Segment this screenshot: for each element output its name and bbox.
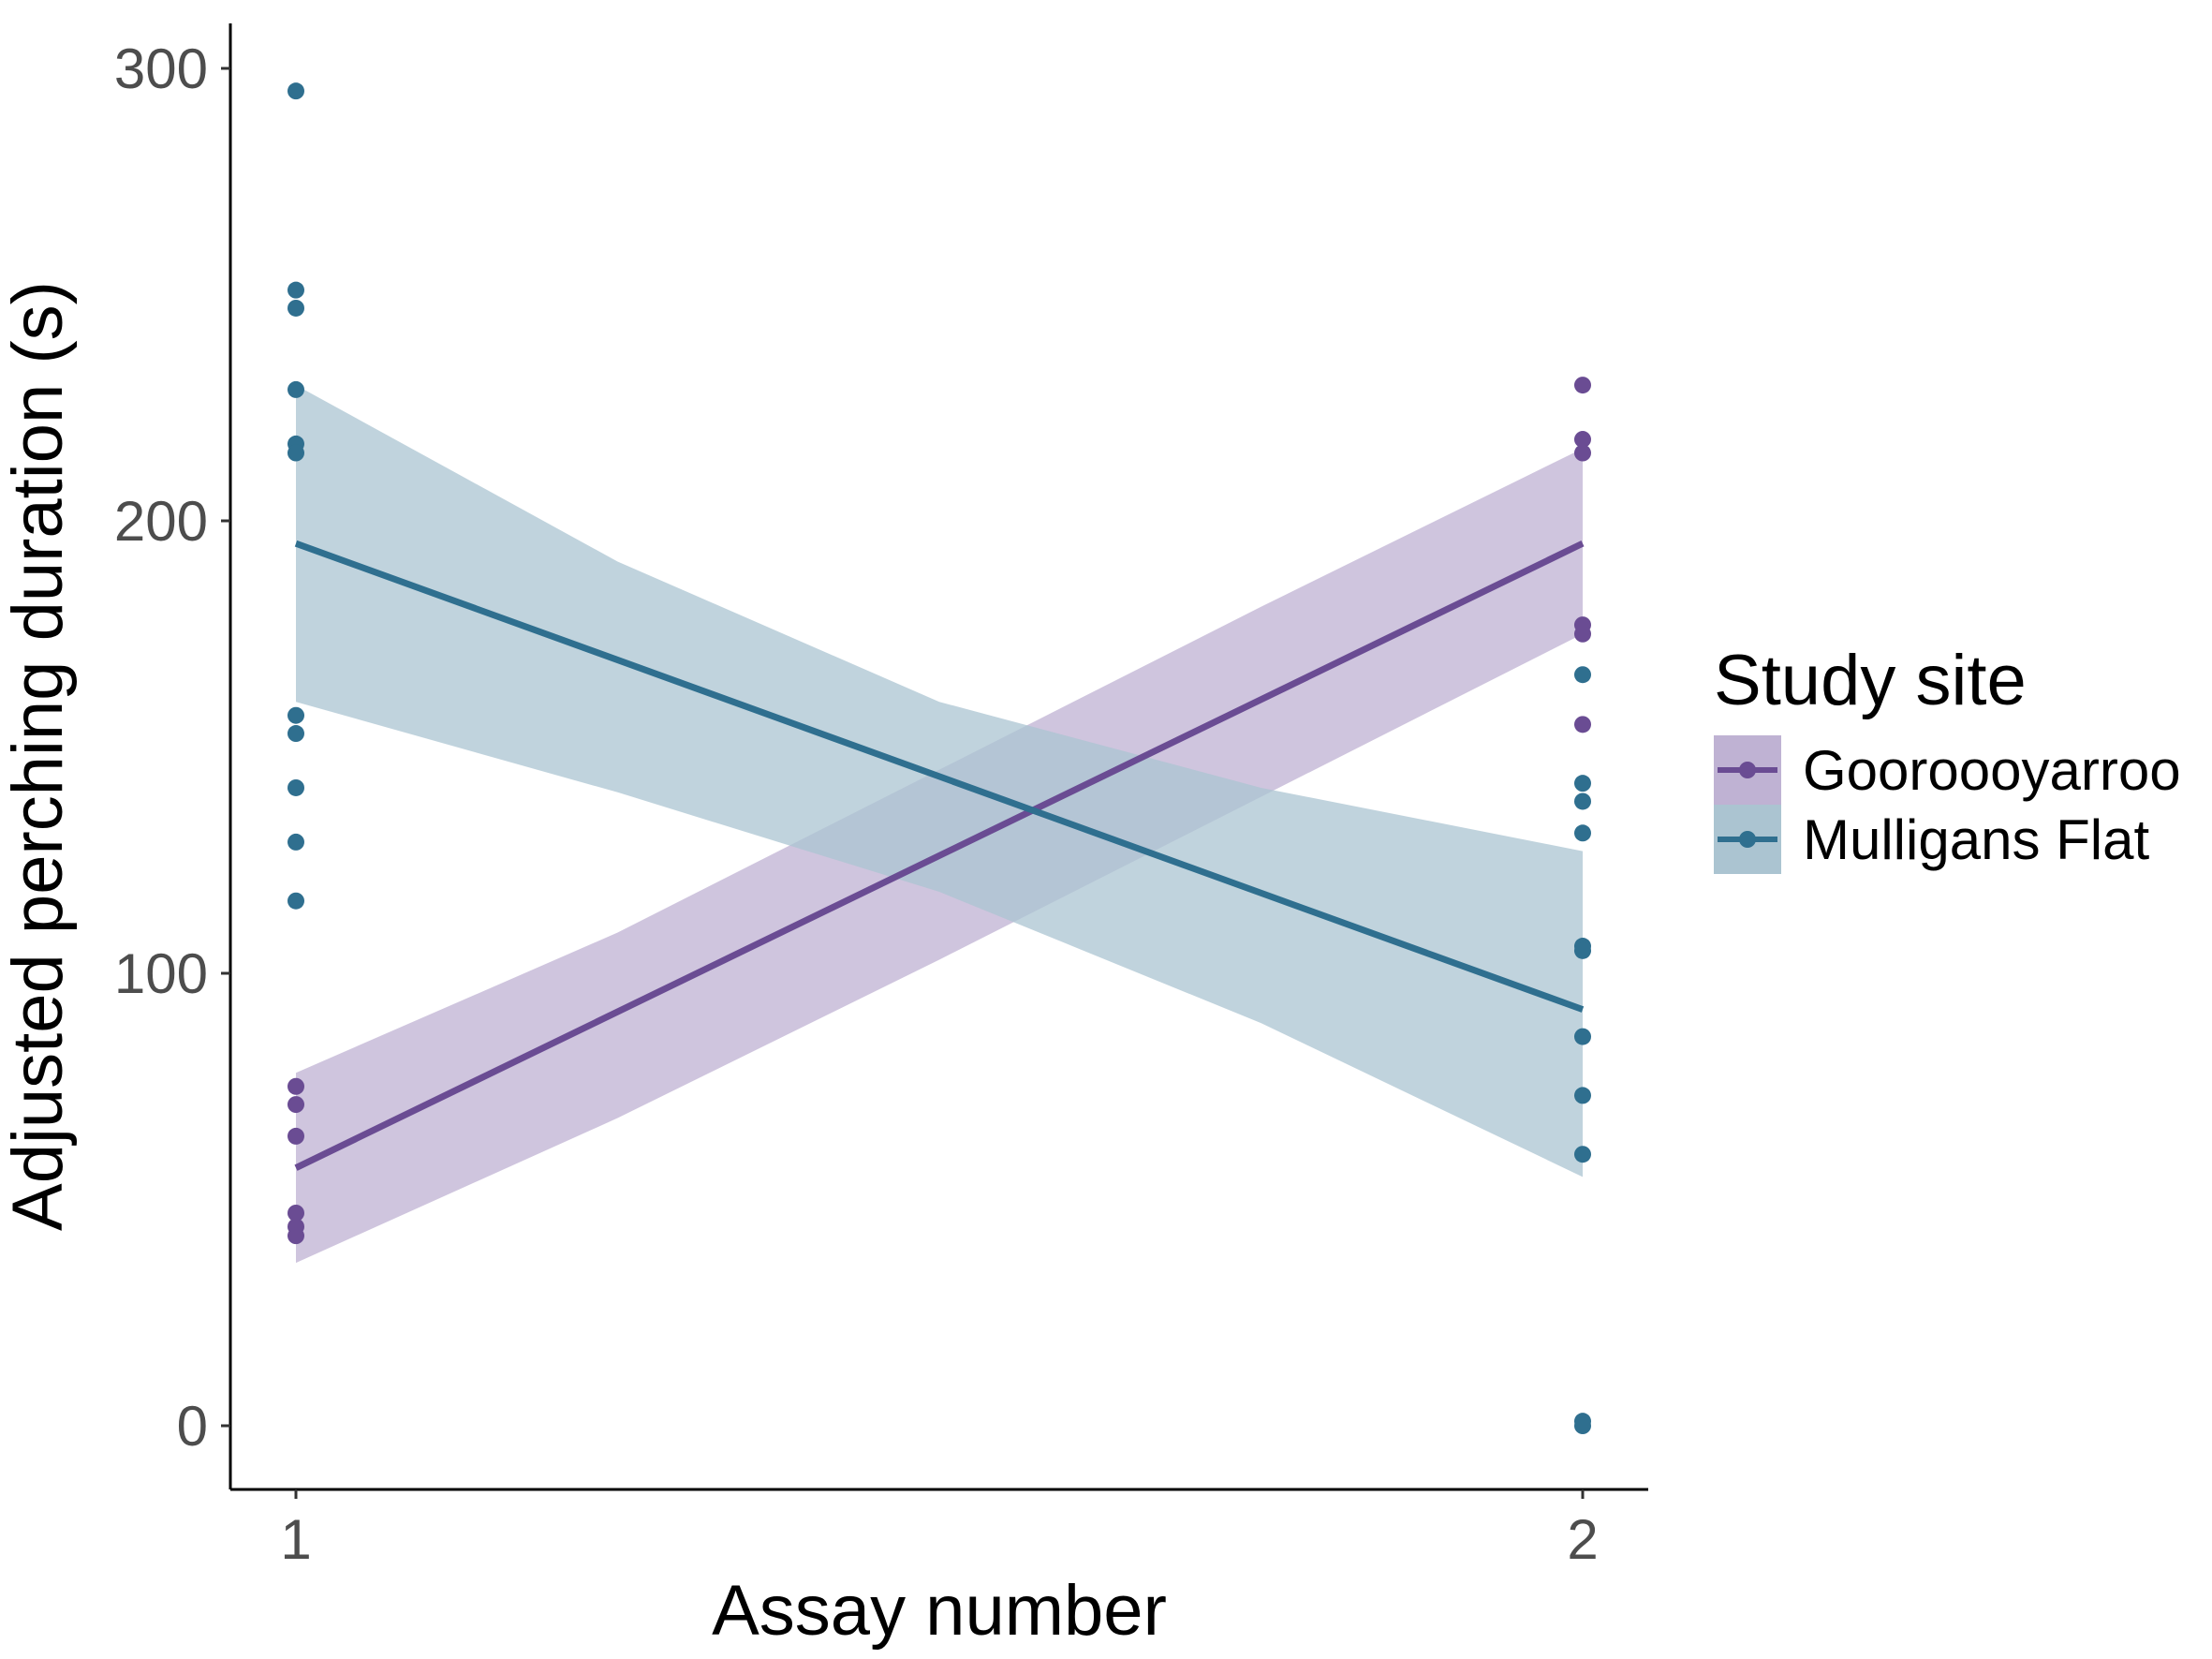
y-tick-label-300: 300 — [114, 37, 208, 100]
point-mulligans-flat-5 — [288, 444, 304, 462]
point-mulligans-flat-10 — [288, 892, 304, 910]
ticks: 0 100 200 300 1 2 — [114, 37, 1599, 1571]
data-points — [288, 82, 1591, 1434]
point-mulligans-flat-16 — [1574, 941, 1591, 959]
point-mulligans-flat-7 — [288, 725, 304, 743]
y-axis-title: Adjusted perching duration (s) — [0, 281, 78, 1231]
point-mulligans-flat-0 — [288, 82, 304, 100]
y-tick-label-0: 0 — [177, 1395, 208, 1458]
point-mulligans-flat-21 — [1574, 1417, 1591, 1434]
point-gooroooyarroo-5 — [288, 1227, 304, 1245]
point-mulligans-flat-2 — [288, 299, 304, 317]
point-mulligans-flat-1 — [288, 281, 304, 299]
legend-title: Study site — [1714, 641, 2027, 720]
legend-label-gooroooyarroo: Gooroooyarroo — [1803, 739, 2181, 802]
point-mulligans-flat-19 — [1574, 1146, 1591, 1163]
point-mulligans-flat-13 — [1574, 792, 1591, 810]
legend-key-point-gooroooyarroo — [1739, 762, 1756, 778]
point-gooroooyarroo-11 — [1574, 716, 1591, 733]
y-tick-label-200: 200 — [114, 490, 208, 553]
point-mulligans-flat-12 — [1574, 775, 1591, 792]
point-gooroooyarroo-6 — [1574, 377, 1591, 394]
fit-line-mulligans-flat — [294, 540, 1585, 1013]
point-mulligans-flat-6 — [288, 706, 304, 724]
x-tick-label-2: 2 — [1567, 1508, 1598, 1571]
point-gooroooyarroo-0 — [288, 1077, 304, 1095]
y-tick-label-100: 100 — [114, 942, 208, 1005]
point-gooroooyarroo-8 — [1574, 444, 1591, 462]
point-gooroooyarroo-2 — [288, 1127, 304, 1145]
x-tick-label-1: 1 — [280, 1508, 311, 1571]
point-mulligans-flat-8 — [288, 778, 304, 796]
legend-key-point-mulligans-flat — [1739, 831, 1756, 848]
point-mulligans-flat-14 — [1574, 824, 1591, 842]
point-gooroooyarroo-10 — [1574, 625, 1591, 643]
ci-band-mulligans-flat — [296, 385, 1583, 1178]
fit-lines — [294, 540, 1585, 1171]
legend-label-mulligans-flat: Mulligans Flat — [1803, 808, 2149, 871]
point-mulligans-flat-17 — [1574, 1028, 1591, 1045]
point-gooroooyarroo-7 — [1574, 431, 1591, 449]
point-mulligans-flat-18 — [1574, 1087, 1591, 1104]
ci-bands — [296, 385, 1583, 1264]
point-mulligans-flat-9 — [288, 833, 304, 851]
axes — [229, 23, 1648, 1491]
point-mulligans-flat-3 — [288, 380, 304, 398]
point-mulligans-flat-11 — [1574, 666, 1591, 684]
fit-line-gooroooyarroo — [294, 541, 1585, 1171]
point-gooroooyarroo-3 — [288, 1204, 304, 1222]
point-gooroooyarroo-1 — [288, 1096, 304, 1114]
x-axis-title: Assay number — [712, 1571, 1167, 1651]
